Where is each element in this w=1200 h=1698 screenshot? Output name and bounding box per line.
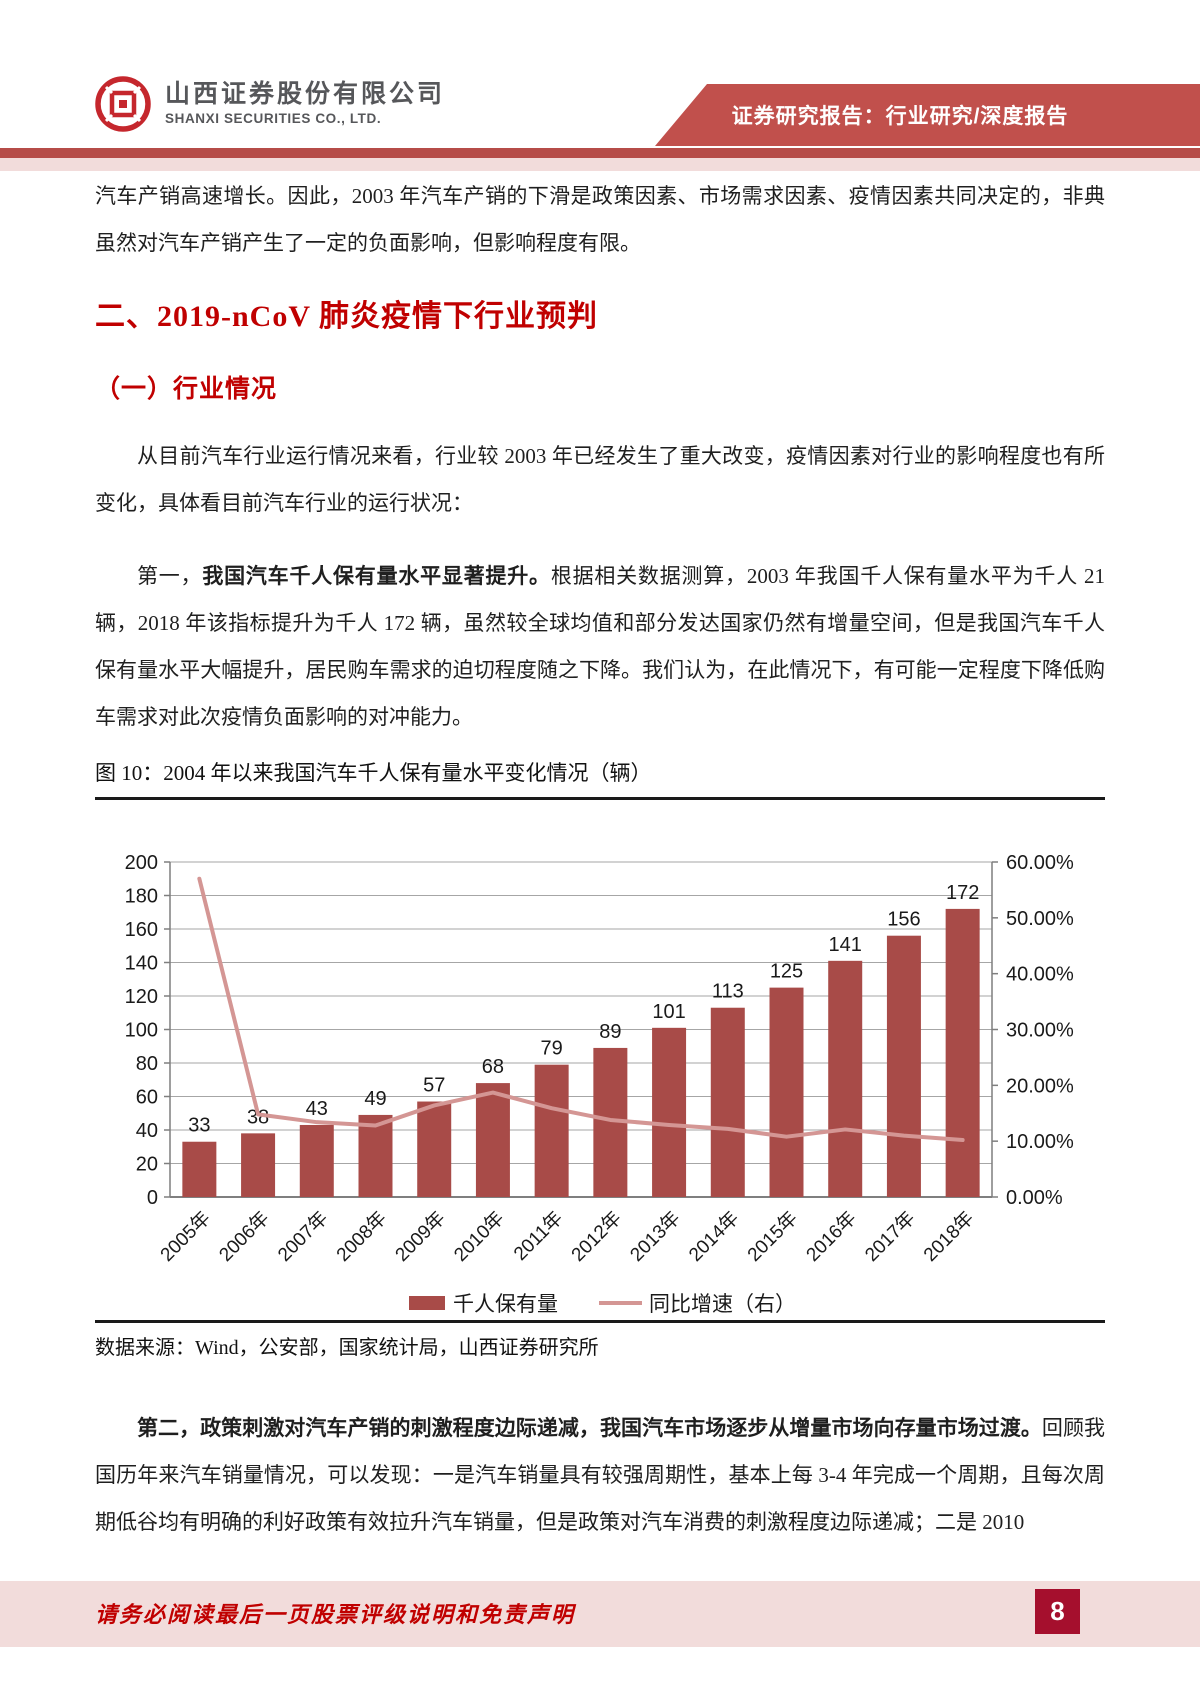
header-rule-red bbox=[0, 148, 1200, 158]
body-paragraph-4: 第二，政策刺激对汽车产销的刺激程度边际递减，我国汽车市场逐步从增量市场向存量市场… bbox=[95, 1405, 1105, 1546]
svg-text:50.00%: 50.00% bbox=[1006, 908, 1074, 930]
report-type-banner: 证券研究报告：行业研究/深度报告 bbox=[655, 84, 1200, 146]
svg-text:79: 79 bbox=[541, 1038, 563, 1060]
paragraph-3-emphasis: 我国汽车千人保有量水平显著提升。 bbox=[202, 564, 551, 588]
body-paragraph-3: 第一，我国汽车千人保有量水平显著提升。根据相关数据测算，2003 年我国千人保有… bbox=[95, 553, 1105, 741]
svg-text:2016年: 2016年 bbox=[802, 1207, 861, 1266]
svg-text:89: 89 bbox=[599, 1021, 621, 1043]
svg-text:113: 113 bbox=[712, 981, 744, 1003]
footer-disclaimer: 请务必阅读最后一页股票评级说明和免责声明 bbox=[95, 1602, 576, 1627]
page-number-badge: 8 bbox=[1035, 1589, 1080, 1634]
svg-text:38: 38 bbox=[247, 1106, 269, 1128]
svg-text:2013年: 2013年 bbox=[626, 1207, 685, 1266]
brand-names: 山西证券股份有限公司 SHANXI SECURITIES CO., LTD. bbox=[165, 79, 445, 129]
svg-text:20.00%: 20.00% bbox=[1006, 1075, 1074, 1097]
svg-text:140: 140 bbox=[125, 953, 158, 975]
svg-text:2005年: 2005年 bbox=[156, 1207, 215, 1266]
svg-text:40.00%: 40.00% bbox=[1006, 964, 1074, 986]
svg-text:2012年: 2012年 bbox=[567, 1207, 626, 1266]
figure-10: 图 10：2004 年以来我国汽车千人保有量水平变化情况（辆） 0 20 40 60 8… bbox=[95, 757, 1105, 1363]
svg-text:60.00%: 60.00% bbox=[1006, 852, 1074, 874]
page-footer: 请务必阅读最后一页股票评级说明和免责声明 8 bbox=[0, 1581, 1200, 1647]
svg-text:40: 40 bbox=[136, 1120, 158, 1142]
paragraph-3-prefix: 第一， bbox=[137, 564, 203, 588]
svg-text:20: 20 bbox=[136, 1154, 158, 1176]
svg-text:57: 57 bbox=[423, 1075, 445, 1097]
svg-text:0: 0 bbox=[147, 1187, 158, 1209]
svg-text:2008年: 2008年 bbox=[332, 1207, 391, 1266]
svg-text:2006年: 2006年 bbox=[215, 1207, 274, 1266]
svg-text:2009年: 2009年 bbox=[391, 1207, 450, 1266]
company-name-cn: 山西证券股份有限公司 bbox=[165, 80, 446, 108]
figure-caption: 图 10：2004 年以来我国汽车千人保有量水平变化情况（辆） bbox=[95, 761, 652, 785]
svg-text:125: 125 bbox=[770, 961, 803, 983]
svg-text:160: 160 bbox=[125, 919, 158, 941]
data-source: 数据来源：Wind，公安部，国家统计局，山西证券研究所 bbox=[95, 1337, 599, 1359]
paragraph-3-text: 根据相关数据测算，2003 年我国千人保有量水平为千人 21 辆，2018 年该… bbox=[95, 564, 1106, 729]
page-header: 山西证券股份有限公司 SHANXI SECURITIES CO., LTD. 证… bbox=[0, 0, 1200, 148]
svg-text:同比增速（右）: 同比增速（右） bbox=[649, 1293, 796, 1316]
svg-text:2010年: 2010年 bbox=[450, 1207, 509, 1266]
brand-block: 山西证券股份有限公司 SHANXI SECURITIES CO., LTD. bbox=[95, 76, 445, 132]
company-name-en: SHANXI SECURITIES CO., LTD. bbox=[165, 111, 382, 126]
company-logo-icon bbox=[95, 76, 151, 132]
paragraph-4-emphasis: 第二，政策刺激对汽车产销的刺激程度边际递减，我国汽车市场逐步从增量市场向存量市场… bbox=[137, 1416, 1042, 1440]
svg-text:千人保有量: 千人保有量 bbox=[453, 1293, 558, 1316]
svg-text:2011年: 2011年 bbox=[509, 1207, 567, 1265]
svg-text:101: 101 bbox=[652, 1001, 685, 1023]
svg-text:10.00%: 10.00% bbox=[1006, 1131, 1074, 1153]
svg-text:30.00%: 30.00% bbox=[1006, 1020, 1074, 1042]
svg-text:2015年: 2015年 bbox=[743, 1207, 802, 1266]
svg-text:43: 43 bbox=[306, 1098, 328, 1120]
svg-text:2014年: 2014年 bbox=[684, 1207, 743, 1266]
paragraph-4-text: 回顾我国历年来汽车销量情况，可以发现：一是汽车销量具有较强周期性，基本上每 3-… bbox=[95, 1416, 1106, 1534]
svg-text:2007年: 2007年 bbox=[273, 1207, 332, 1266]
body-paragraph-2: 从目前汽车行业运行情况来看，行业较 2003 年已经发生了重大改变，疫情因素对行… bbox=[95, 444, 1105, 515]
body-paragraph-1: 汽车产销高速增长。因此，2003 年汽车产销的下滑是政策因素、市场需求因素、疫情… bbox=[95, 184, 1105, 255]
svg-text:68: 68 bbox=[482, 1056, 504, 1078]
section-heading: 二、2019-nCoV 肺炎疫情下行业预判 bbox=[95, 300, 598, 333]
svg-text:80: 80 bbox=[136, 1053, 158, 1075]
svg-text:2018年: 2018年 bbox=[919, 1207, 978, 1266]
figure-top-rule bbox=[95, 797, 1105, 800]
svg-text:49: 49 bbox=[364, 1088, 386, 1110]
svg-text:100: 100 bbox=[125, 1020, 158, 1042]
header-rule-pink bbox=[0, 158, 1200, 171]
svg-text:172: 172 bbox=[946, 882, 979, 904]
report-body: 汽车产销高速增长。因此，2003 年汽车产销的下滑是政策因素、市场需求因素、疫情… bbox=[95, 173, 1105, 1546]
svg-text:33: 33 bbox=[188, 1115, 210, 1137]
svg-text:200: 200 bbox=[125, 852, 158, 874]
svg-text:2017年: 2017年 bbox=[861, 1207, 920, 1266]
subsection-heading: （一）行业情况 bbox=[95, 376, 278, 403]
figure-bottom-rule bbox=[95, 1320, 1105, 1323]
svg-text:0.00%: 0.00% bbox=[1006, 1187, 1063, 1209]
svg-text:141: 141 bbox=[829, 934, 862, 956]
svg-text:60: 60 bbox=[136, 1087, 158, 1109]
ownership-combo-chart: 0 20 40 60 80 100 120 140 160 180 200 0.00% 10.00% 20… bbox=[95, 800, 1105, 1320]
svg-text:156: 156 bbox=[887, 909, 920, 931]
svg-text:120: 120 bbox=[125, 986, 158, 1008]
svg-text:180: 180 bbox=[125, 886, 158, 908]
